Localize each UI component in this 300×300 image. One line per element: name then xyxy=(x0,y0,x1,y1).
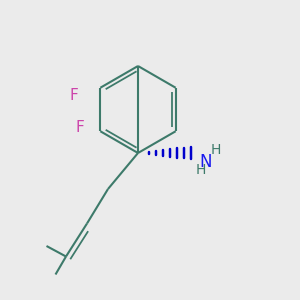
Text: H: H xyxy=(211,143,221,157)
Text: F: F xyxy=(75,120,84,135)
Text: H: H xyxy=(195,163,206,176)
Text: N: N xyxy=(199,153,212,171)
Text: F: F xyxy=(69,88,78,104)
